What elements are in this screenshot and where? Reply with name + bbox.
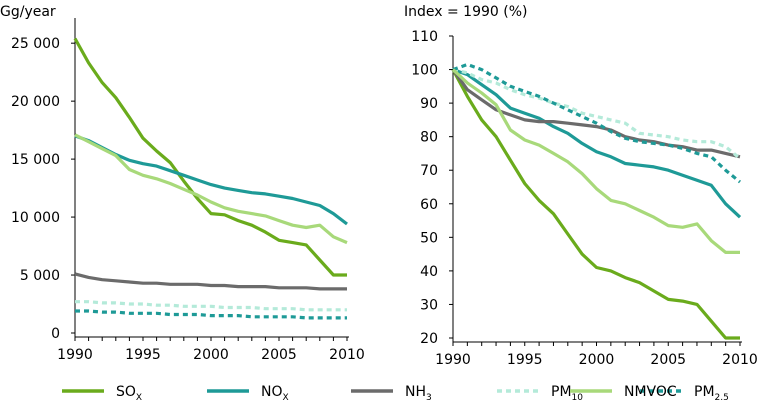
series-line-sox	[73, 37, 347, 277]
series-line-pm10	[452, 68, 742, 160]
x-tick-label: 2005	[261, 347, 297, 363]
x-tick-label: 1995	[507, 352, 543, 368]
series-line-sox	[451, 68, 740, 340]
x-tick-label: 1990	[435, 352, 471, 368]
x-tick-label: 2005	[650, 352, 686, 368]
legend-label: SOX	[116, 384, 142, 403]
y-tick-label: 20 000	[11, 94, 60, 110]
y-tick-label: 80	[420, 130, 438, 146]
x-tick-label: 1990	[57, 347, 93, 363]
y-axis-title: Index = 1990 (%)	[404, 4, 527, 20]
x-tick-label: 2000	[579, 352, 615, 368]
y-axis-title: Gg/year	[0, 4, 56, 20]
y-tick-label: 40	[420, 264, 438, 280]
legend-label-subscript: X	[136, 393, 142, 403]
legend-label-subscript: 10	[572, 393, 584, 403]
series-line-pm2-5	[75, 309, 347, 320]
series-line-pm10	[75, 300, 347, 312]
y-tick-label: 25 000	[11, 36, 60, 52]
legend-label: PM10	[551, 384, 583, 403]
legend-item-nmvoc: NMVOC	[570, 384, 677, 400]
y-tick-label: 60	[420, 197, 438, 213]
y-tick-label: 30	[420, 297, 438, 313]
x-tick-label: 2000	[193, 347, 229, 363]
series-line-pm2-5	[452, 62, 742, 184]
y-tick-label: 70	[420, 163, 438, 179]
legend-label-subscript: X	[283, 393, 289, 403]
x-tick-label: 2010	[329, 347, 365, 363]
y-tick-label: 50	[420, 230, 438, 246]
legend-label: PM2.5	[694, 384, 729, 403]
y-tick-label: 110	[411, 29, 438, 45]
y-tick-label: 10 000	[11, 210, 60, 226]
y-tick-label: 100	[411, 63, 438, 79]
series-line-nox	[74, 134, 348, 226]
y-tick-label: 15 000	[11, 152, 60, 168]
chart-panel-2: Index = 1990 (%) 20 30 40 50 60 70 80 90 100 110 19…	[404, 4, 758, 368]
y-tick-label: 5 000	[20, 268, 60, 284]
legend-label: NMVOC	[624, 384, 677, 400]
legend-label: NH3	[405, 384, 432, 403]
y-tick-label: 20	[420, 331, 438, 347]
legend-item-pm10: PM10	[497, 384, 583, 403]
y-tick-label: 0	[51, 326, 60, 342]
chart-panel-1: Gg/year 0 5 000 10 000 15 000 20 000 25 000 199…	[0, 4, 365, 363]
legend-item-sox: SOX	[62, 384, 142, 403]
series-line-nox	[452, 68, 742, 219]
legend-label: NOX	[261, 384, 289, 403]
series-line-nmvoc	[74, 133, 348, 245]
chart-legend: SOX NOX NH3 PM10 PM2.5 NMVOC	[62, 384, 729, 403]
legend-item-nox: NOX	[207, 384, 289, 403]
legend-item-nh3: NH3	[351, 384, 432, 403]
legend-label-subscript: 3	[426, 393, 432, 403]
series-line-nmvoc	[451, 68, 740, 254]
x-tick-label: 1995	[125, 347, 161, 363]
x-tick-label: 2010	[722, 352, 758, 368]
legend-label-subscript: 2.5	[715, 393, 729, 403]
series-line-nh3	[74, 272, 347, 291]
y-tick-label: 90	[420, 96, 438, 112]
